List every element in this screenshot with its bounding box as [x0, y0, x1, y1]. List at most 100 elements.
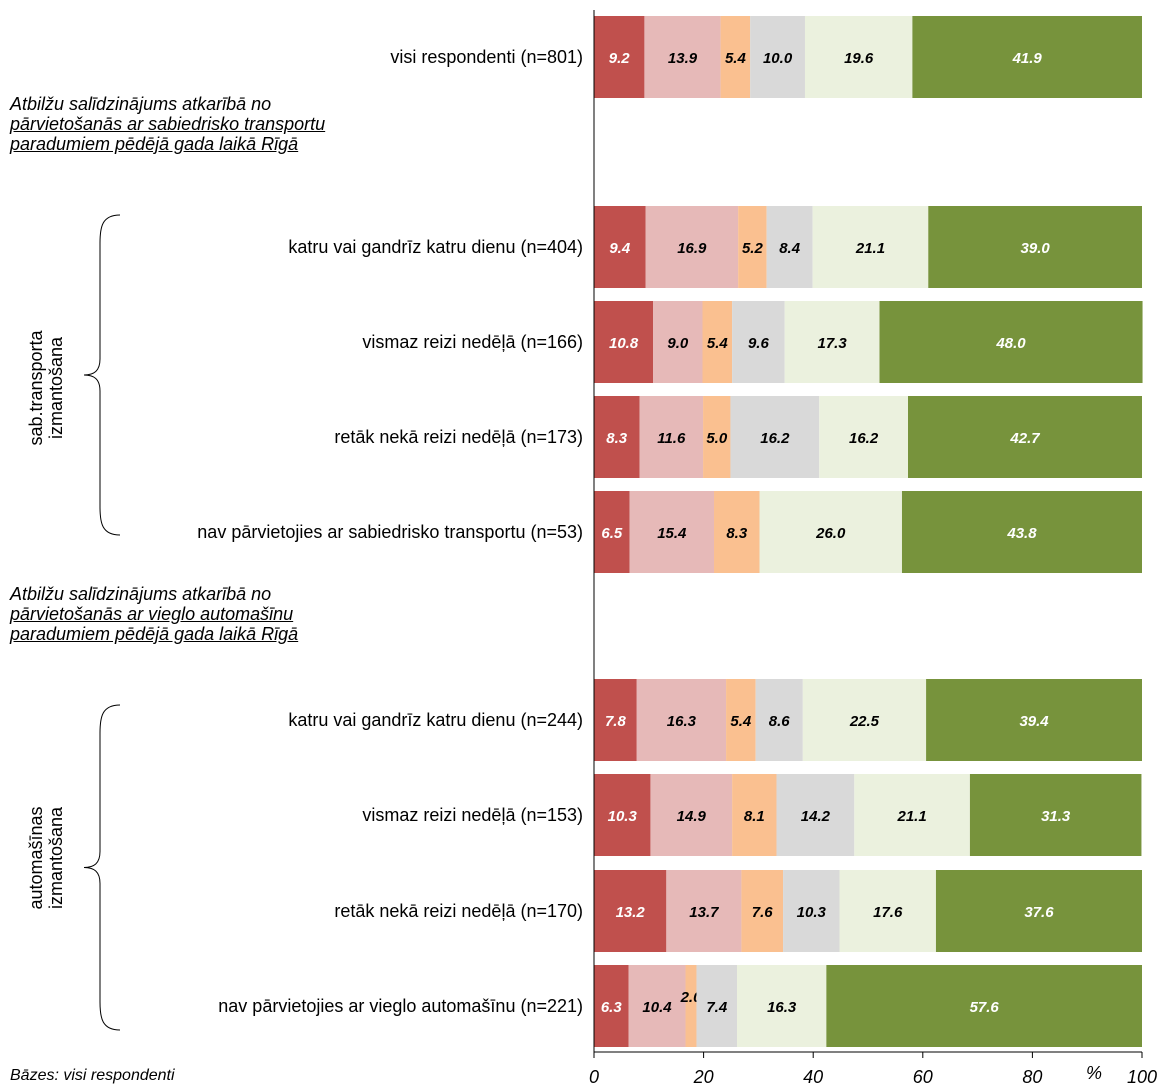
bar-segment — [901, 491, 1142, 573]
heading-line: pārvietošanās ar sabiedrisko transportu — [10, 114, 326, 134]
bar-segment — [726, 679, 756, 761]
bar-value-label: 16.2 — [849, 430, 879, 447]
category-label: nav pārvietojies ar vieglo automašīnu (n… — [218, 996, 583, 1016]
category-label: nav pārvietojies ar sabiedrisko transpor… — [197, 522, 583, 542]
bar-value-label: 13.7 — [689, 904, 719, 921]
bar-value-label: 7.8 — [605, 713, 627, 730]
category-label: katru vai gandrīz katru dienu (n=404) — [288, 237, 583, 257]
bar-value-label: 31.3 — [1041, 808, 1071, 825]
bar-segment — [839, 870, 936, 952]
bar-value-label: 7.6 — [752, 904, 774, 921]
category-label: katru vai gandrīz katru dienu (n=244) — [288, 710, 583, 730]
axis-layer: 0 20 40 60 80 100% — [589, 10, 1157, 1086]
bar-value-label: 6.3 — [601, 999, 623, 1016]
bar-value-label: 16.9 — [677, 240, 707, 257]
bar-segment — [644, 16, 721, 98]
bar-segment — [636, 679, 727, 761]
bar-value-label: 10.4 — [642, 999, 672, 1016]
bar-value-label: 5.0 — [706, 430, 728, 447]
bar-segment — [714, 491, 760, 573]
category-label: retāk nekā reizi nedēļā (n=173) — [334, 427, 583, 447]
bar-segment — [628, 965, 686, 1047]
bar-value-label: 15.4 — [657, 525, 687, 542]
bar-segment — [854, 774, 970, 856]
bar-value-label: 8.4 — [779, 240, 801, 257]
group-label-line: izmantošana — [46, 336, 66, 440]
bar-segment — [750, 16, 805, 98]
bar-segment — [594, 301, 654, 383]
bar-segment — [908, 396, 1142, 478]
bar-segment — [804, 16, 913, 98]
bar-segment — [594, 870, 667, 952]
x-tick-label: 40 — [803, 1067, 823, 1086]
bar-value-label: 22.5 — [849, 713, 880, 730]
bar-segment — [594, 206, 646, 288]
section-heading-car: Atbilžu salīdzinājums atkarībā no pārvie… — [10, 584, 494, 644]
bar-value-label: 16.3 — [667, 713, 697, 730]
bar-value-label: 10.8 — [609, 335, 639, 352]
bar-segment — [755, 679, 803, 761]
group-label-line: automašīnas — [26, 806, 46, 910]
bar-value-label: 26.0 — [815, 525, 846, 542]
group-label-public-transport: sab.transporta izmantošana — [26, 318, 66, 458]
bar-segment — [776, 774, 855, 856]
bar-value-label: 37.6 — [1024, 904, 1054, 921]
bar-segment — [935, 870, 1142, 952]
category-labels-layer: visi respondenti (n=801) katru vai gandrī… — [197, 47, 583, 1016]
heading-line: Atbilžu salīdzinājums atkarībā no — [10, 94, 272, 114]
bar-value-label: 9.4 — [609, 240, 631, 257]
bar-value-label: 10.3 — [608, 808, 638, 825]
bar-value-label: 13.2 — [616, 904, 646, 921]
bar-segment — [720, 16, 751, 98]
heading-line: pārvietošanās ar vieglo automašīnu — [10, 604, 294, 624]
bar-value-label: 5.4 — [730, 713, 752, 730]
bar-value-label: 8.6 — [769, 713, 791, 730]
x-tick-label: 60 — [913, 1067, 933, 1086]
bar-segment — [629, 491, 715, 573]
x-tick-label: 20 — [693, 1067, 714, 1086]
section-heading-public-transport: Atbilžu salīdzinājums atkarībā no pārvie… — [10, 94, 494, 154]
bar-segment — [653, 301, 703, 383]
bar-segment — [639, 396, 704, 478]
group-label-line: sab.transporta — [26, 330, 46, 446]
bar-segment — [812, 206, 929, 288]
bar-segment — [826, 965, 1142, 1047]
bar-segment — [594, 965, 629, 1047]
bar-value-label: 9.2 — [609, 50, 631, 67]
bar-segment — [730, 396, 820, 478]
group-label-car: automašīnas izmantošana — [26, 788, 66, 928]
x-unit-label: % — [1086, 1063, 1102, 1083]
braces-layer — [83, 214, 121, 1031]
bar-segment — [759, 491, 902, 573]
bar-segment — [703, 396, 731, 478]
bar-value-label: 57.6 — [970, 999, 1000, 1016]
bar-segment — [928, 206, 1142, 288]
category-label: vismaz reizi nedēļā (n=166) — [362, 332, 583, 352]
footnote: Bāzes: visi respondenti — [10, 1067, 175, 1084]
bar-value-label: 5.4 — [707, 335, 729, 352]
bar-value-label: 39.0 — [1021, 240, 1051, 257]
bar-segment — [696, 965, 738, 1047]
bar-value-label: 19.6 — [844, 50, 874, 67]
bar-segment — [685, 965, 697, 1047]
bar-value-label: 21.1 — [897, 808, 927, 825]
bar-value-label: 5.2 — [742, 240, 764, 257]
bar-segment — [594, 16, 645, 98]
group-label-line: izmantošana — [46, 806, 66, 910]
bar-segment — [783, 870, 840, 952]
bar-value-label: 16.2 — [760, 430, 790, 447]
category-label: retāk nekā reizi nedēļā (n=170) — [334, 901, 583, 921]
bar-segment — [819, 396, 909, 478]
bar-value-label: 43.8 — [1006, 525, 1037, 542]
bar-segment — [926, 679, 1142, 761]
bar-value-label: 10.3 — [797, 904, 827, 921]
bar-segment — [594, 679, 637, 761]
bar-value-label: 8.3 — [726, 525, 748, 542]
bar-segment — [802, 679, 927, 761]
bar-segment — [650, 774, 733, 856]
bar-value-label: 17.6 — [873, 904, 903, 921]
bar-value-label: 14.9 — [677, 808, 707, 825]
group-brace — [83, 214, 121, 536]
heading-line: paradumiem pēdējā gada laikā Rīgā — [10, 134, 299, 154]
